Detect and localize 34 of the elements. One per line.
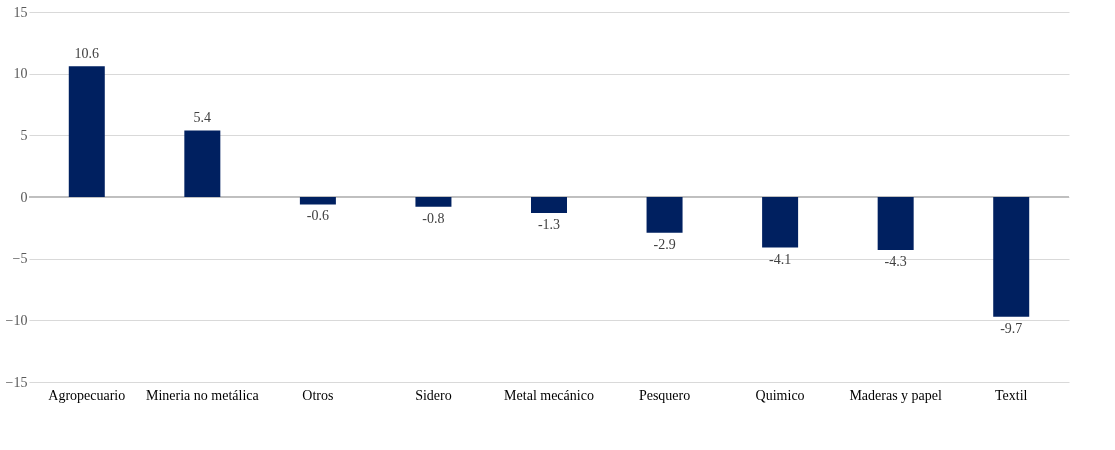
data-label: -9.7	[1000, 320, 1023, 336]
data-label: -2.9	[653, 236, 676, 252]
y-tick-label: −5	[12, 251, 28, 267]
data-label: -1.3	[537, 217, 561, 233]
bar	[299, 197, 336, 205]
x-tick-label: Metal mecánico	[504, 387, 594, 403]
data-label: -4.3	[884, 254, 907, 270]
bar	[184, 130, 221, 197]
y-tick-label: 0	[20, 189, 28, 205]
data-label: -0.6	[306, 208, 329, 224]
x-tick-label: Quimico	[755, 387, 805, 403]
data-label: 10.6	[74, 46, 100, 62]
x-tick-label: Mineria no metálica	[145, 387, 260, 403]
data-label: -0.8	[422, 210, 445, 226]
y-tick-label: −15	[5, 374, 28, 390]
y-tick-label: 15	[13, 4, 28, 20]
bar	[531, 197, 567, 214]
y-tick-label: 5	[20, 127, 28, 143]
x-tick-label: Maderas y papel	[849, 387, 943, 403]
bar	[68, 66, 105, 197]
data-label: 5.4	[193, 110, 212, 126]
y-tick-label: −10	[5, 312, 28, 328]
bar	[646, 197, 683, 233]
bar	[877, 197, 914, 251]
data-label: -4.1	[769, 251, 792, 267]
y-tick-label: 10	[13, 66, 28, 82]
bar	[762, 197, 799, 248]
x-tick-label: Textil	[994, 387, 1028, 403]
x-tick-label: Sidero	[415, 387, 452, 403]
x-tick-label: Pesquero	[638, 387, 691, 403]
x-tick-label: Agropecuario	[48, 387, 126, 403]
bar	[993, 197, 1030, 317]
x-tick-label: Otros	[302, 387, 334, 403]
bar	[415, 197, 452, 207]
